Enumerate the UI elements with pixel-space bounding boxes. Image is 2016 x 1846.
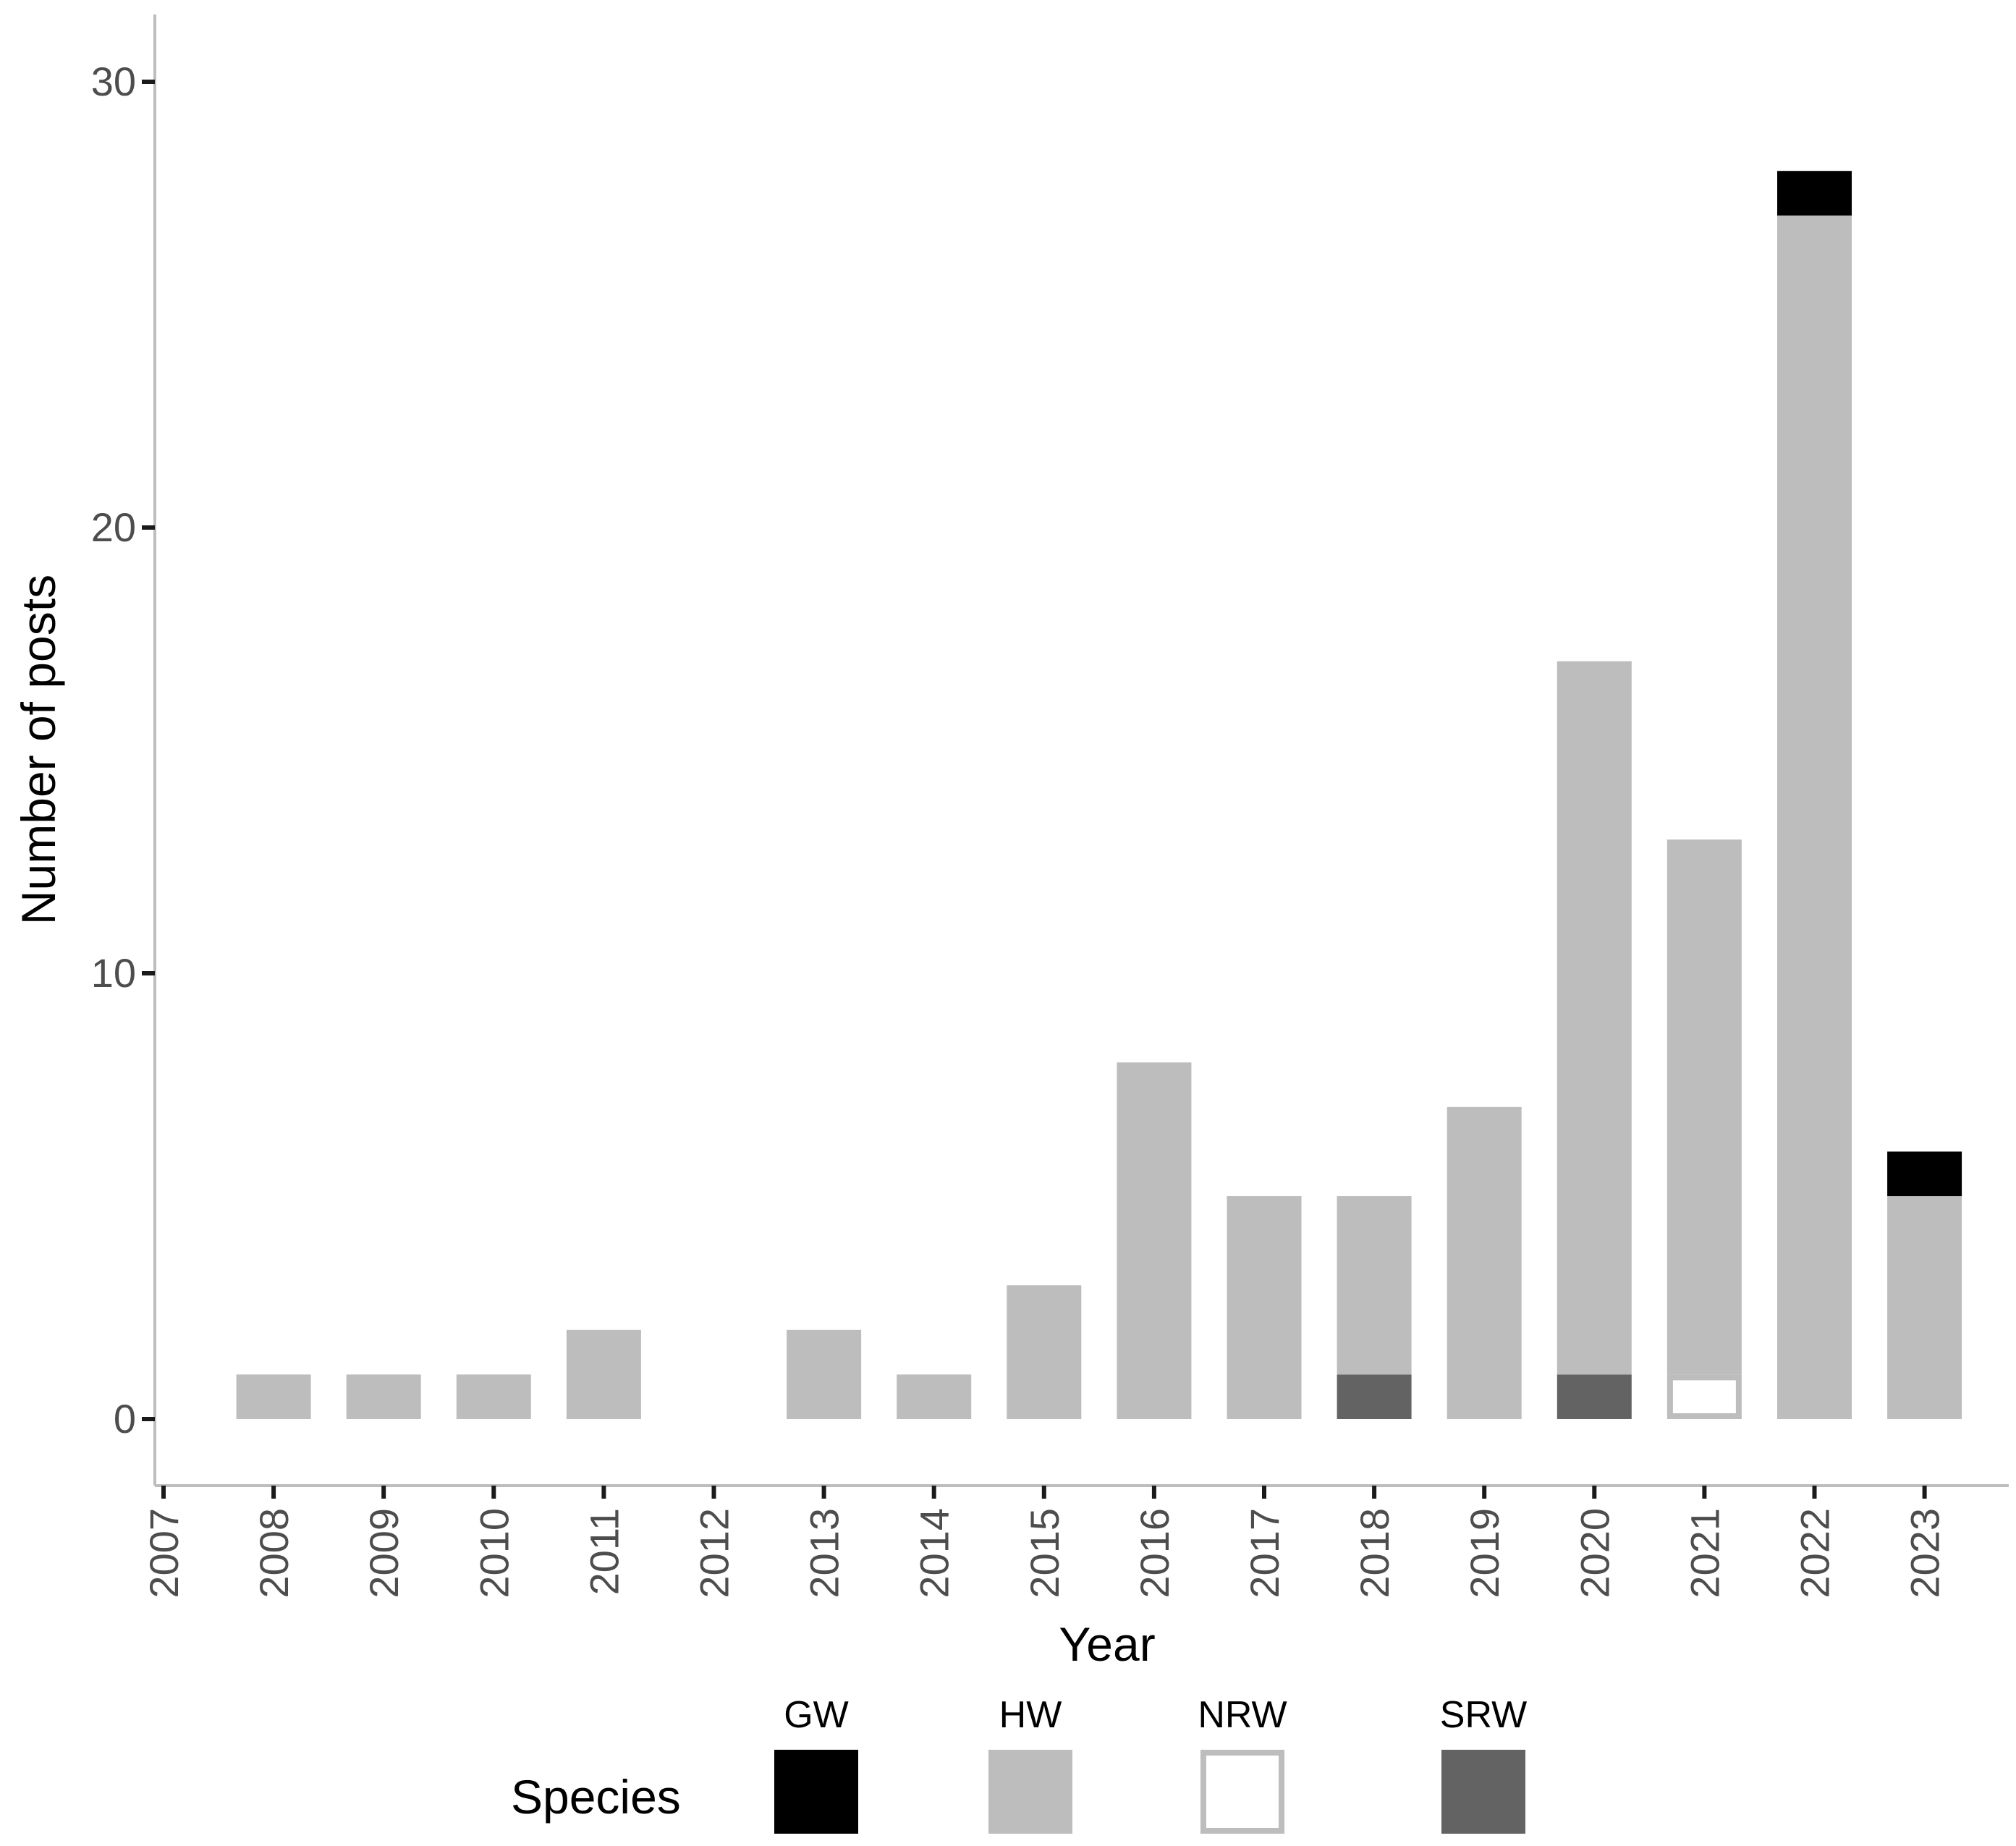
legend-key-label: HW (999, 1694, 1062, 1736)
legend-key-nrw (1200, 1750, 1284, 1834)
bar-hw-2014 (897, 1374, 972, 1419)
bar-hw-2019 (1447, 1106, 1522, 1419)
bar-hw-2018 (1337, 1196, 1412, 1375)
x-tick-label: 2020 (1572, 1508, 1617, 1599)
bar-hw-2016 (1117, 1062, 1192, 1419)
x-tick-label: 2015 (1022, 1508, 1067, 1599)
bar-hw-2022 (1777, 215, 1852, 1419)
bar-hw-2017 (1227, 1196, 1302, 1419)
legend-key-label: NRW (1198, 1694, 1287, 1736)
bar-hw-2010 (456, 1374, 531, 1419)
bar-gw-2022 (1777, 171, 1852, 216)
legend-key-label: SRW (1440, 1694, 1527, 1736)
legend-key-label: GW (784, 1694, 849, 1736)
x-tick-label: 2012 (692, 1508, 737, 1599)
bar-nrw-2021 (1666, 1374, 1742, 1420)
x-tick-label: 2021 (1682, 1508, 1727, 1599)
x-tick-label: 2010 (471, 1508, 517, 1599)
x-tick-label: 2018 (1352, 1508, 1397, 1599)
bar-hw-2009 (346, 1374, 421, 1419)
x-tick-label: 2007 (141, 1508, 187, 1599)
x-ticks: 2007 2008 2009 2010 2011 2012 2013 2014 2015 2016… (141, 1486, 1948, 1599)
y-tick-label: 0 (114, 1396, 136, 1441)
bar-hw-2021 (1666, 839, 1742, 1375)
x-tick-label: 2022 (1792, 1508, 1838, 1599)
legend: Species GW HW NRW SRW (511, 1694, 1527, 1834)
bars-layer (236, 171, 1962, 1420)
x-tick-label: 2011 (581, 1508, 627, 1595)
y-tick-label: 30 (91, 59, 136, 104)
x-tick-label: 2013 (802, 1508, 847, 1599)
y-tick-label: 20 (91, 504, 136, 550)
x-tick-label: 2014 (912, 1508, 957, 1599)
x-axis-title: Year (1059, 1617, 1155, 1671)
bar-srw-2018 (1337, 1374, 1412, 1419)
x-tick-label: 2023 (1902, 1508, 1948, 1599)
legend-key-gw (774, 1750, 858, 1834)
y-axis-title: Number of posts (12, 575, 65, 925)
bar-srw-2020 (1557, 1374, 1632, 1419)
x-tick-label: 2017 (1242, 1508, 1287, 1599)
y-tick-label: 10 (91, 950, 136, 996)
bar-gw-2023 (1887, 1151, 1962, 1196)
legend-title: Species (511, 1770, 681, 1824)
bar-hw-2015 (1007, 1285, 1082, 1419)
bar-hw-2008 (236, 1374, 311, 1419)
bar-hw-2023 (1887, 1196, 1962, 1419)
x-tick-label: 2008 (251, 1508, 297, 1599)
bar-hw-2020 (1557, 661, 1632, 1375)
axes-layer (153, 14, 2009, 1487)
x-tick-label: 2019 (1462, 1508, 1507, 1599)
x-tick-label: 2009 (361, 1508, 407, 1599)
x-tick-label: 2016 (1132, 1508, 1177, 1599)
bar-hw-2013 (787, 1329, 862, 1419)
y-ticks: 0 10 20 30 (91, 59, 155, 1441)
legend-key-srw (1441, 1750, 1525, 1834)
legend-key-hw (988, 1750, 1072, 1834)
bar-hw-2011 (566, 1329, 641, 1419)
